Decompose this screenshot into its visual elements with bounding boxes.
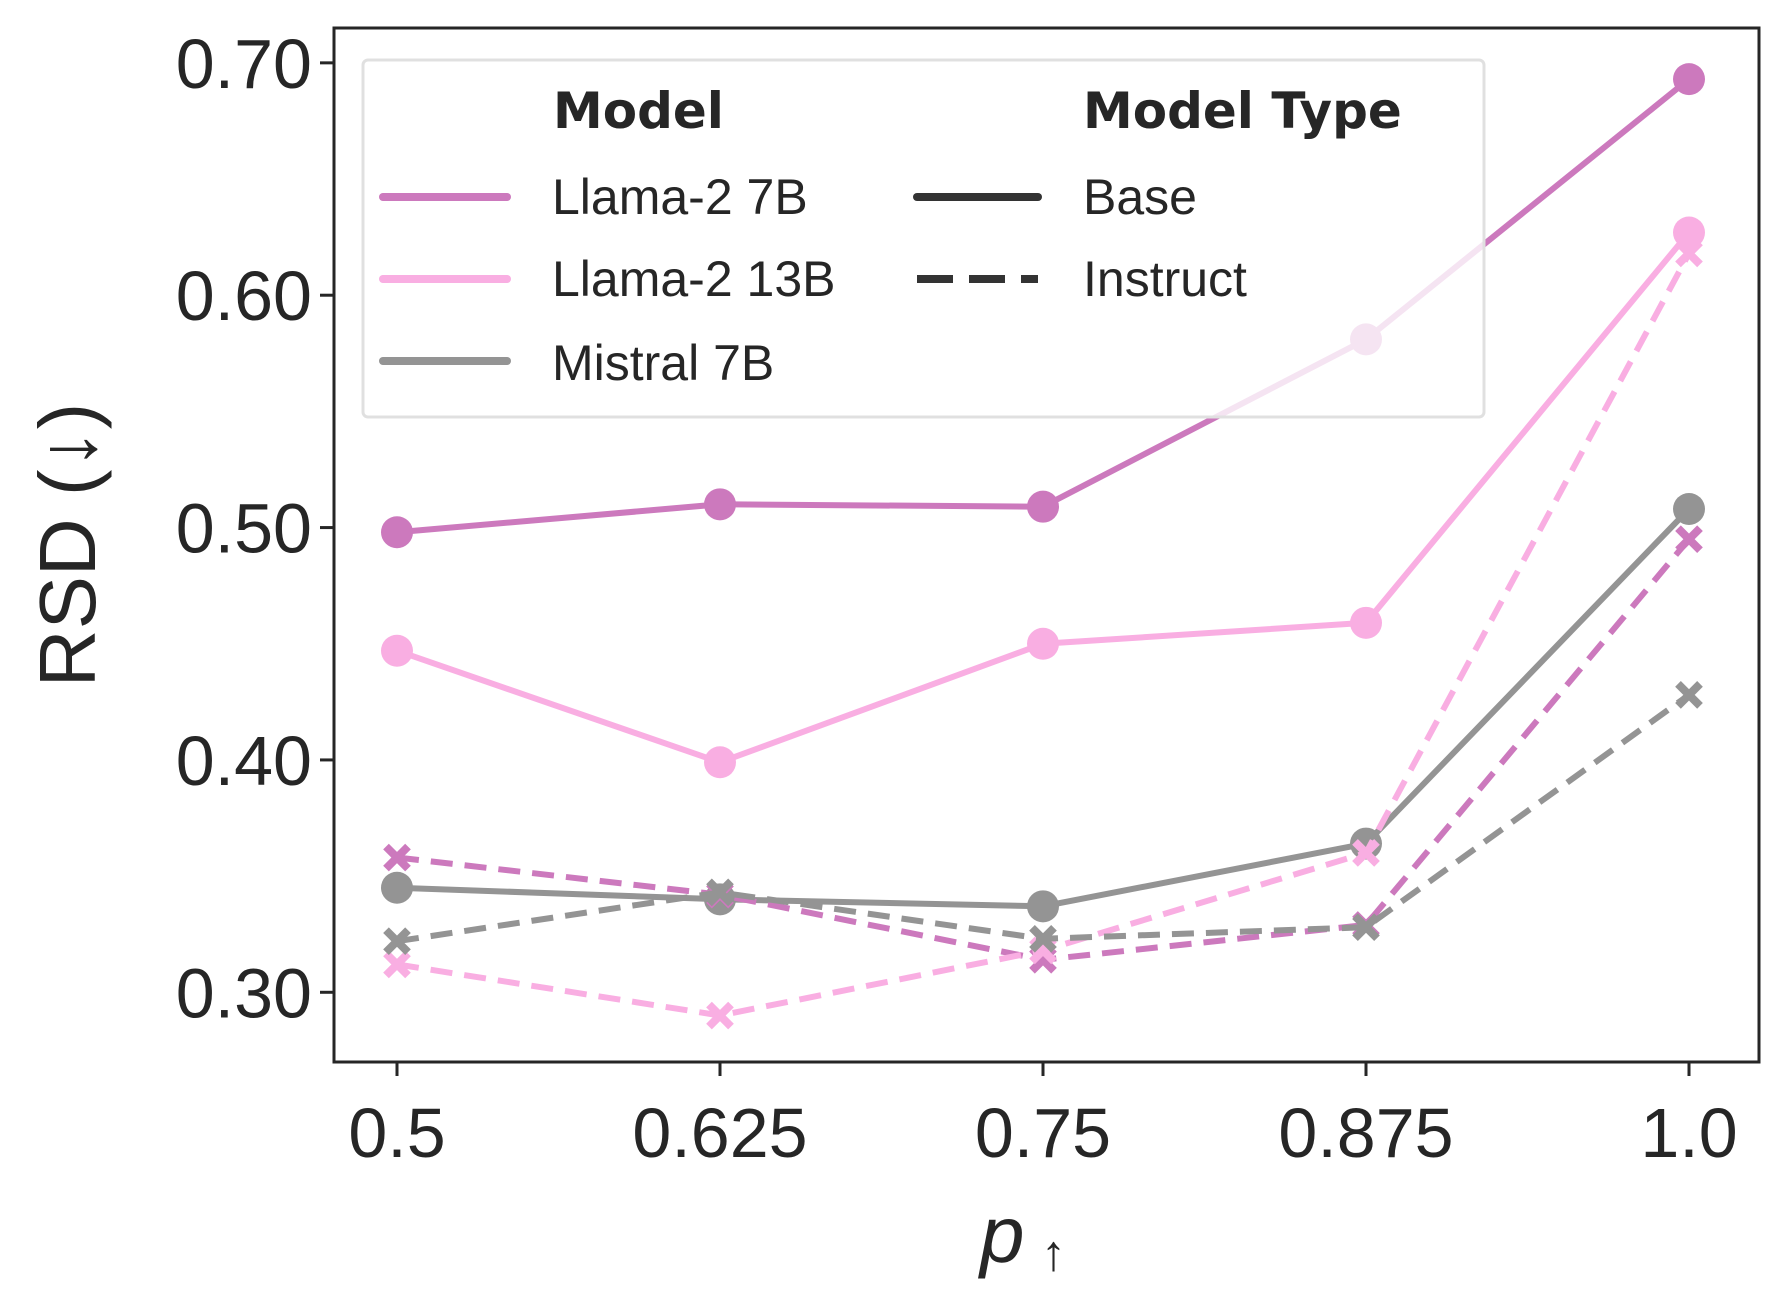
series-layer [381, 63, 1705, 1030]
legend-label-llama-2-13b: Llama-2 13B [552, 251, 836, 307]
y-tick-label: 0.70 [176, 25, 312, 103]
y-tick-label: 0.50 [176, 490, 312, 568]
data-point-llama-2-7b-base [704, 488, 736, 521]
legend-model-title: Model [553, 82, 724, 140]
y-tick-label: 0.60 [176, 257, 312, 335]
x-axis-label-arrow: ↑ [1041, 1225, 1066, 1281]
plot-area-frame [332, 26, 1761, 1064]
data-point-llama-2-13b-instruct [706, 1001, 734, 1030]
data-point-llama-2-13b-base [1027, 627, 1059, 660]
legend-label-base: Base [1083, 169, 1197, 225]
y-tick-label: 0.40 [176, 722, 312, 800]
data-point-llama-2-13b-instruct [1675, 239, 1703, 268]
series-llama-2-13b-instruct [383, 239, 1703, 1030]
x-tick-label: 1.0 [1640, 1094, 1737, 1172]
legend-label-instruct: Instruct [1083, 251, 1247, 307]
series-llama-2-13b-base [381, 216, 1705, 779]
y-axis-label: RSD (↓) [23, 403, 112, 687]
x-axis-label: p ↑ [978, 1190, 1066, 1281]
legend-label-llama-2-7b: Llama-2 7B [552, 169, 808, 225]
data-point-mistral-7b-base [381, 871, 413, 904]
x-tick-label: 0.875 [1278, 1094, 1453, 1172]
data-point-llama-2-7b-instruct [383, 843, 411, 872]
data-point-llama-2-7b-base [1673, 63, 1705, 96]
data-point-mistral-7b-base [1673, 492, 1705, 525]
data-point-mistral-7b-instruct [1675, 681, 1703, 709]
legend: Model Model Type Llama-2 7B Llama-2 13B … [361, 58, 1486, 419]
data-point-llama-2-13b-instruct [383, 950, 411, 979]
data-point-llama-2-13b-base [704, 746, 736, 779]
x-tick-label: 0.625 [632, 1094, 807, 1172]
data-point-llama-2-7b-base [1027, 490, 1059, 523]
series-mistral-7b-base [381, 492, 1705, 923]
data-point-mistral-7b-base [1027, 890, 1059, 923]
data-point-mistral-7b-instruct [383, 927, 411, 956]
x-axis-label-var: p [978, 1190, 1025, 1279]
data-point-llama-2-13b-instruct [1352, 839, 1380, 867]
legend-box [361, 58, 1486, 419]
data-point-mistral-7b-instruct [1352, 913, 1380, 942]
legend-label-mistral-7b: Mistral 7B [552, 335, 774, 391]
data-point-mistral-7b-instruct [1029, 925, 1057, 953]
y-tick-label: 0.30 [176, 954, 312, 1032]
x-axis: 0.5 0.625 0.75 0.875 1.0 [348, 1062, 1738, 1172]
data-point-mistral-7b-instruct [706, 878, 734, 907]
data-point-llama-2-7b-base [381, 516, 413, 549]
data-point-llama-2-13b-base [1350, 606, 1382, 639]
x-tick-label: 0.75 [975, 1094, 1111, 1172]
data-point-mistral-7b-base [1350, 827, 1382, 860]
series-line-mistral-7b-base [394, 506, 1692, 910]
y-axis: 0.30 0.40 0.50 0.60 0.70 [176, 25, 334, 1032]
data-point-llama-2-13b-base [381, 634, 413, 667]
data-point-llama-2-7b-instruct [1675, 525, 1703, 554]
legend-type-title: Model Type [1083, 82, 1402, 140]
series-mistral-7b-instruct [383, 681, 1703, 956]
x-tick-label: 0.5 [348, 1094, 445, 1172]
